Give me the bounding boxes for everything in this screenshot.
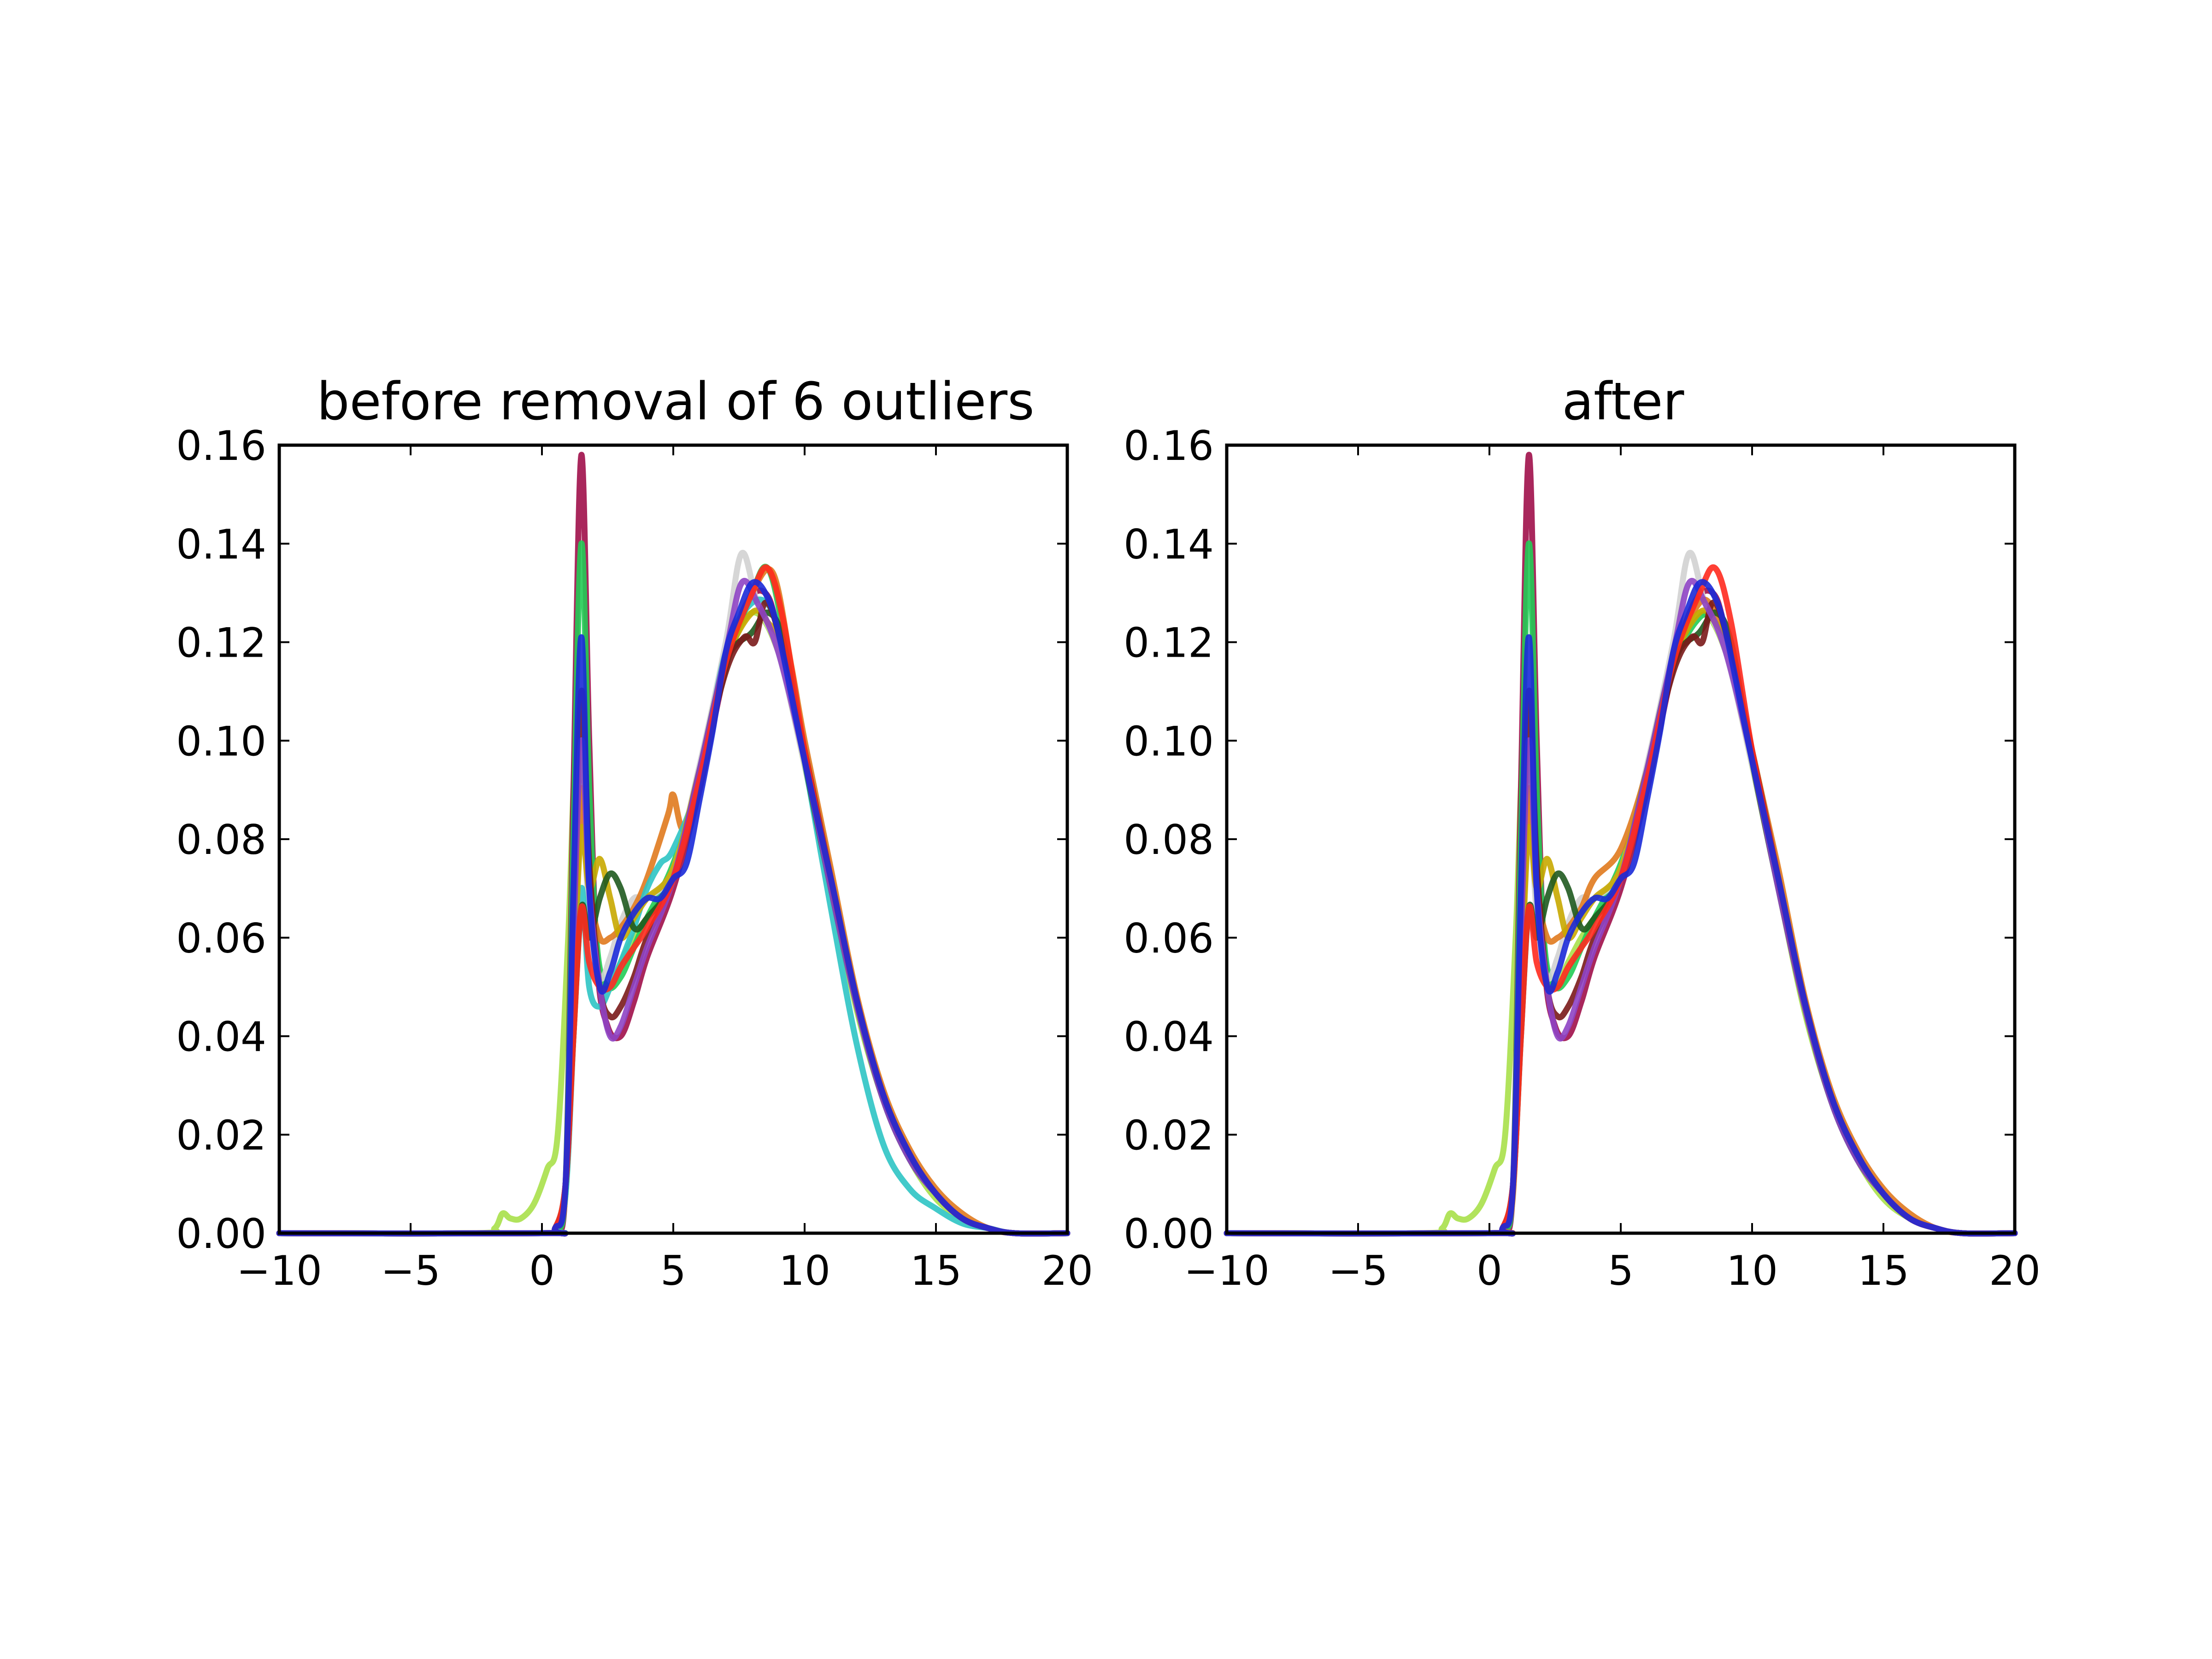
y-tick-label: 0.10 <box>1124 718 1214 765</box>
y-tick-label: 0.08 <box>176 816 266 864</box>
subplot-title: after <box>1562 372 1685 432</box>
x-tick-label: 15 <box>1858 1247 1909 1294</box>
y-tick-label: 0.00 <box>176 1210 266 1258</box>
y-tick-label: 0.06 <box>1124 915 1214 962</box>
series-line <box>1224 579 2018 1237</box>
y-tick-label: 0.06 <box>176 915 266 962</box>
y-tick-label: 0.16 <box>176 422 266 470</box>
axes-frame <box>277 443 1069 1235</box>
series-layer <box>1224 452 2018 1237</box>
subplot-title: before removal of 6 outliers <box>317 372 1034 432</box>
subplot-before: before removal of 6 outliers −10 −5 0 5 10 15… <box>176 372 1093 1294</box>
x-tick-label: 0 <box>529 1247 555 1294</box>
x-tick-label: −5 <box>1328 1247 1388 1294</box>
y-tick-label: 0.14 <box>176 521 266 568</box>
x-tick-label: 20 <box>1041 1247 1093 1294</box>
y-tick-label: 0.08 <box>1124 816 1214 864</box>
tick-layer: −10 −5 0 5 10 15 20 0.00 0.02 0.04 0.06 0.08 0.10 0.1… <box>1124 422 2041 1294</box>
x-tick-label: 5 <box>660 1247 686 1294</box>
x-tick-label: 20 <box>1989 1247 2041 1294</box>
x-tick-label: −5 <box>381 1247 441 1294</box>
y-tick-label: 0.12 <box>176 619 266 667</box>
y-tick-label: 0.10 <box>176 718 266 765</box>
y-tick-label: 0.12 <box>1124 619 1214 667</box>
y-tick-label: 0.02 <box>176 1112 266 1159</box>
y-tick-label: 0.02 <box>1124 1112 1214 1159</box>
y-tick-label: 0.04 <box>1124 1013 1214 1061</box>
series-layer <box>276 452 1071 1237</box>
subplot-after: after −10 −5 0 5 10 15 20 0.00 0.02 0.04 0.06 0.08 0… <box>1124 372 2041 1294</box>
x-tick-label: 0 <box>1477 1247 1502 1294</box>
y-tick-label: 0.16 <box>1124 422 1214 470</box>
axes-frame <box>1225 443 2017 1235</box>
x-tick-label: 5 <box>1608 1247 1634 1294</box>
tick-layer: −10 −5 0 5 10 15 20 0.00 0.02 0.04 0.06 0.08 0.10 0.1… <box>176 422 1093 1294</box>
x-tick-label: −10 <box>236 1247 322 1294</box>
series-line <box>276 579 1071 1237</box>
x-tick-label: 10 <box>1726 1247 1778 1294</box>
x-tick-label: −10 <box>1184 1247 1270 1294</box>
y-tick-label: 0.04 <box>176 1013 266 1061</box>
x-tick-label: 10 <box>779 1247 830 1294</box>
y-tick-label: 0.14 <box>1124 521 1214 568</box>
y-tick-label: 0.00 <box>1124 1210 1214 1258</box>
x-tick-label: 15 <box>910 1247 962 1294</box>
